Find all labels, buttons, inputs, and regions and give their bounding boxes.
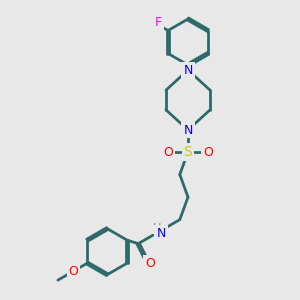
Text: N: N bbox=[183, 124, 193, 136]
Text: N: N bbox=[183, 64, 193, 76]
Text: H: H bbox=[153, 223, 161, 233]
Text: N: N bbox=[156, 227, 166, 240]
Text: O: O bbox=[163, 146, 173, 158]
Text: O: O bbox=[68, 265, 78, 278]
Text: O: O bbox=[145, 257, 155, 270]
Text: O: O bbox=[203, 146, 213, 158]
Text: F: F bbox=[154, 16, 162, 29]
Text: S: S bbox=[184, 145, 192, 159]
